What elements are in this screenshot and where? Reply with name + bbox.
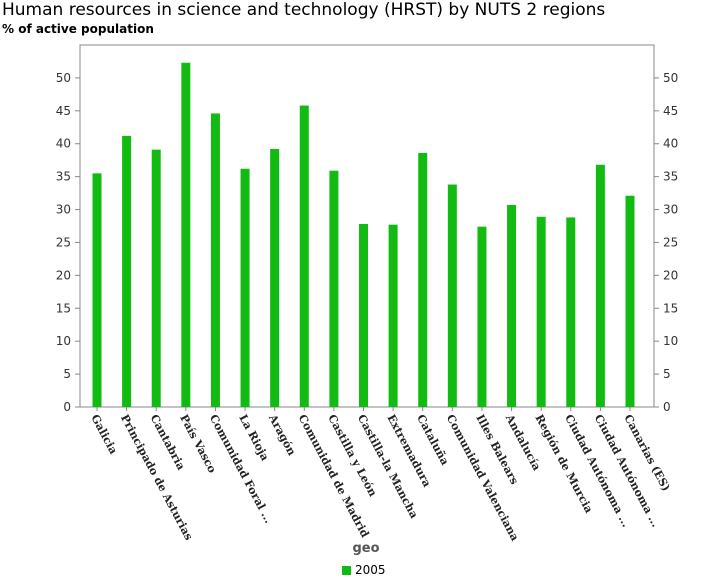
x-tick-label: Aragón — [266, 411, 299, 457]
y-tick-label-right: 50 — [663, 71, 678, 85]
y-tick-label-right: 5 — [663, 367, 671, 381]
bar — [329, 170, 339, 407]
bar — [625, 195, 635, 407]
y-tick-label-left: 0 — [63, 400, 71, 414]
bar — [507, 204, 517, 407]
bar — [181, 62, 191, 408]
legend: 2005 — [342, 563, 386, 577]
bar — [359, 224, 368, 407]
bar — [536, 216, 546, 407]
x-tick-label: Galicia — [88, 412, 120, 456]
y-tick-label-left: 45 — [56, 104, 71, 118]
y-tick-label-left: 15 — [56, 301, 71, 315]
y-tick-label-right: 30 — [663, 203, 678, 217]
chart-subtitle: % of active population — [2, 22, 154, 36]
bar — [270, 148, 280, 407]
y-tick-label-right: 45 — [663, 104, 678, 118]
bar — [447, 184, 457, 407]
bar — [151, 149, 161, 407]
bar — [92, 173, 102, 407]
x-axis-title: geo — [352, 541, 379, 556]
y-tick-label-right: 10 — [663, 334, 678, 348]
legend-label-2005: 2005 — [355, 563, 386, 577]
y-tick-label-right: 20 — [663, 268, 678, 282]
bar — [477, 226, 487, 407]
y-tick-label-right: 40 — [663, 137, 678, 151]
y-tick-label-left: 20 — [56, 268, 71, 282]
y-tick-label-left: 40 — [56, 137, 71, 151]
y-tick-label-right: 0 — [663, 400, 671, 414]
y-tick-label-left: 25 — [56, 235, 71, 249]
y-tick-label-left: 5 — [63, 367, 71, 381]
bar — [566, 217, 576, 407]
bar — [122, 135, 132, 407]
y-tick-label-right: 35 — [663, 170, 678, 184]
y-tick-label-left: 50 — [56, 71, 71, 85]
y-tick-label-left: 35 — [56, 170, 71, 184]
y-tick-label-right: 15 — [663, 301, 678, 315]
bar — [299, 105, 309, 407]
y-tick-label-left: 10 — [56, 334, 71, 348]
chart-title: Human resources in science and technolog… — [2, 0, 606, 20]
bar — [210, 113, 220, 407]
bar — [240, 168, 250, 407]
legend-swatch — [342, 565, 351, 575]
bar — [595, 164, 605, 407]
y-tick-label-left: 30 — [56, 203, 71, 217]
bar — [418, 152, 428, 407]
y-tick-label-right: 25 — [663, 235, 678, 249]
bar — [388, 224, 398, 407]
